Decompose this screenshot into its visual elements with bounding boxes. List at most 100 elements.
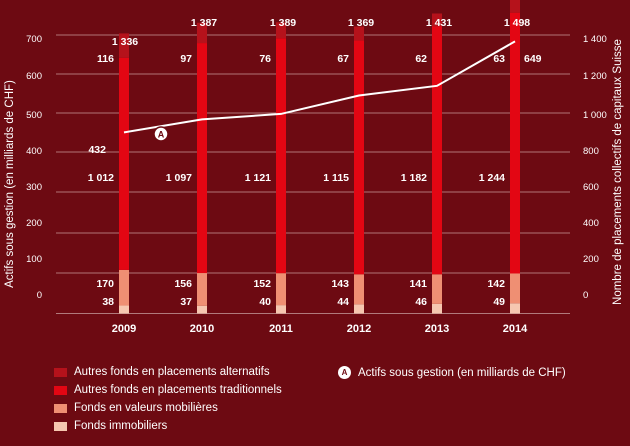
bar-2012-0 xyxy=(354,304,364,314)
bar-2014-3 xyxy=(510,0,520,13)
y-left-tick-500: 500 xyxy=(26,110,42,121)
line-marker-a-icon xyxy=(153,126,169,142)
y-left-title: Actifs sous gestion (en milliards de CHF… xyxy=(4,80,16,288)
y-left-tick-0: 0 xyxy=(37,290,42,301)
bar-2014-0 xyxy=(510,303,520,314)
data-label-2012-0: 44 xyxy=(337,296,349,308)
bar-2013-3 xyxy=(432,13,442,27)
bar-2011-3 xyxy=(276,22,286,39)
line-label-2009: 432 xyxy=(88,144,106,156)
total-label-2011: 1 389 xyxy=(270,17,296,29)
bar-2013-0 xyxy=(432,303,442,314)
y-left-tick-100: 100 xyxy=(26,254,42,265)
data-label-2011-0: 40 xyxy=(259,296,271,308)
legend-label-immobiliers: Fonds immobiliers xyxy=(74,420,168,432)
x-tick-2009: 2009 xyxy=(112,323,136,335)
bar-2012-2 xyxy=(354,40,364,275)
y-right-title: Nombre de placements collectifs de capit… xyxy=(612,39,624,305)
y-right-tick-600: 600 xyxy=(583,182,599,193)
bar-2012-3 xyxy=(354,26,364,41)
data-label-2009-1: 170 xyxy=(96,278,114,290)
bar-2011-2 xyxy=(276,38,286,274)
data-label-2009-3: 116 xyxy=(97,53,114,65)
total-label-2014: 1 498 xyxy=(504,17,530,29)
legend-marker-a-icon: A xyxy=(338,366,351,379)
bar-2010-1 xyxy=(197,273,207,306)
data-label-2010-3: 97 xyxy=(180,53,192,65)
y-left-tick-600: 600 xyxy=(26,71,42,82)
y-left-tick-700: 700 xyxy=(26,34,42,45)
bar-2009-3 xyxy=(119,33,129,58)
x-tick-2012: 2012 xyxy=(347,323,371,335)
data-label-2011-3: 76 xyxy=(259,53,271,65)
legend-item-actifs: A Actifs sous gestion (en milliards de C… xyxy=(338,366,566,379)
x-tick-2011: 2011 xyxy=(269,323,293,335)
total-label-2013: 1 431 xyxy=(426,17,452,29)
y-right-tick-800: 800 xyxy=(583,146,599,157)
legend-label-alternatifs: Autres fonds en placements alternatifs xyxy=(74,366,270,378)
data-label-2013-0: 46 xyxy=(415,296,427,308)
total-label-2010: 1 387 xyxy=(191,17,217,29)
bar-2013-2 xyxy=(432,26,442,275)
legend-item-valeurs: Fonds en valeurs mobilières xyxy=(54,402,218,414)
data-label-2014-2: 1 244 xyxy=(479,172,505,184)
bar-2013-1 xyxy=(432,274,442,304)
bar-2009-0 xyxy=(119,305,129,314)
x-tick-2013: 2013 xyxy=(425,323,449,335)
data-label-2010-0: 37 xyxy=(180,296,192,308)
legend-label-traditionnels: Autres fonds en placements traditionnels xyxy=(74,384,282,396)
y-left-tick-300: 300 xyxy=(26,182,42,193)
legend-swatch-immobiliers xyxy=(54,421,67,431)
data-label-2009-2: 1 012 xyxy=(88,172,114,184)
data-label-2010-2: 1 097 xyxy=(166,172,192,184)
bar-2010-0 xyxy=(197,305,207,314)
total-label-2012: 1 369 xyxy=(348,17,374,29)
legend: Autres fonds en placements alternatifs A… xyxy=(54,366,614,442)
line-actifs xyxy=(123,40,516,134)
y-right-tick-0: 0 xyxy=(583,290,588,301)
bar-2012-1 xyxy=(354,274,364,305)
total-label-2009: 1 336 xyxy=(112,36,138,48)
bar-2009-2 xyxy=(119,57,129,270)
y-right-tick-1000: 1 000 xyxy=(583,110,607,121)
data-label-2013-2: 1 182 xyxy=(401,172,427,184)
data-label-2014-1: 142 xyxy=(487,278,505,290)
bar-2011-0 xyxy=(276,305,286,314)
data-label-2013-3: 62 xyxy=(415,53,427,65)
x-tick-2014: 2014 xyxy=(503,323,528,335)
data-label-2012-3: 67 xyxy=(337,53,349,65)
bar-2014-2 xyxy=(510,12,520,274)
legend-item-traditionnels: Autres fonds en placements traditionnels xyxy=(54,384,282,396)
legend-label-valeurs: Fonds en valeurs mobilières xyxy=(74,402,218,414)
bar-2010-2 xyxy=(197,43,207,274)
legend-swatch-alternatifs xyxy=(54,367,67,377)
y-right-tick-200: 200 xyxy=(583,254,599,265)
legend-item-alternatifs: Autres fonds en placements alternatifs xyxy=(54,366,270,378)
data-label-2011-2: 1 121 xyxy=(245,172,271,184)
bar-2009-1 xyxy=(119,269,129,306)
data-label-2012-1: 143 xyxy=(331,278,349,290)
y-right-tick-1200: 1 200 xyxy=(583,71,607,82)
y-left-tick-400: 400 xyxy=(26,146,42,157)
data-label-2009-0: 38 xyxy=(102,296,114,308)
legend-label-actifs: Actifs sous gestion (en milliards de CHF… xyxy=(358,366,566,379)
y-left-tick-200: 200 xyxy=(26,218,42,229)
data-label-2010-1: 156 xyxy=(174,278,192,290)
line-marker-a-text: A xyxy=(158,130,165,140)
data-label-2014-0: 49 xyxy=(493,296,505,308)
y-right-tick-400: 400 xyxy=(583,218,599,229)
bar-2011-1 xyxy=(276,273,286,306)
data-label-2014-3: 63 xyxy=(493,53,505,65)
legend-swatch-valeurs xyxy=(54,403,67,413)
y-right-tick-1400: 1 400 xyxy=(583,34,607,45)
x-tick-2010: 2010 xyxy=(190,323,214,335)
data-label-2012-2: 1 115 xyxy=(323,172,349,184)
bar-2010-3 xyxy=(197,22,207,44)
data-label-2013-1: 141 xyxy=(409,278,427,290)
line-label-2014: 649 xyxy=(524,53,542,65)
legend-swatch-traditionnels xyxy=(54,385,67,395)
legend-item-immobiliers: Fonds immobiliers xyxy=(54,420,167,432)
bar-2014-1 xyxy=(510,273,520,304)
